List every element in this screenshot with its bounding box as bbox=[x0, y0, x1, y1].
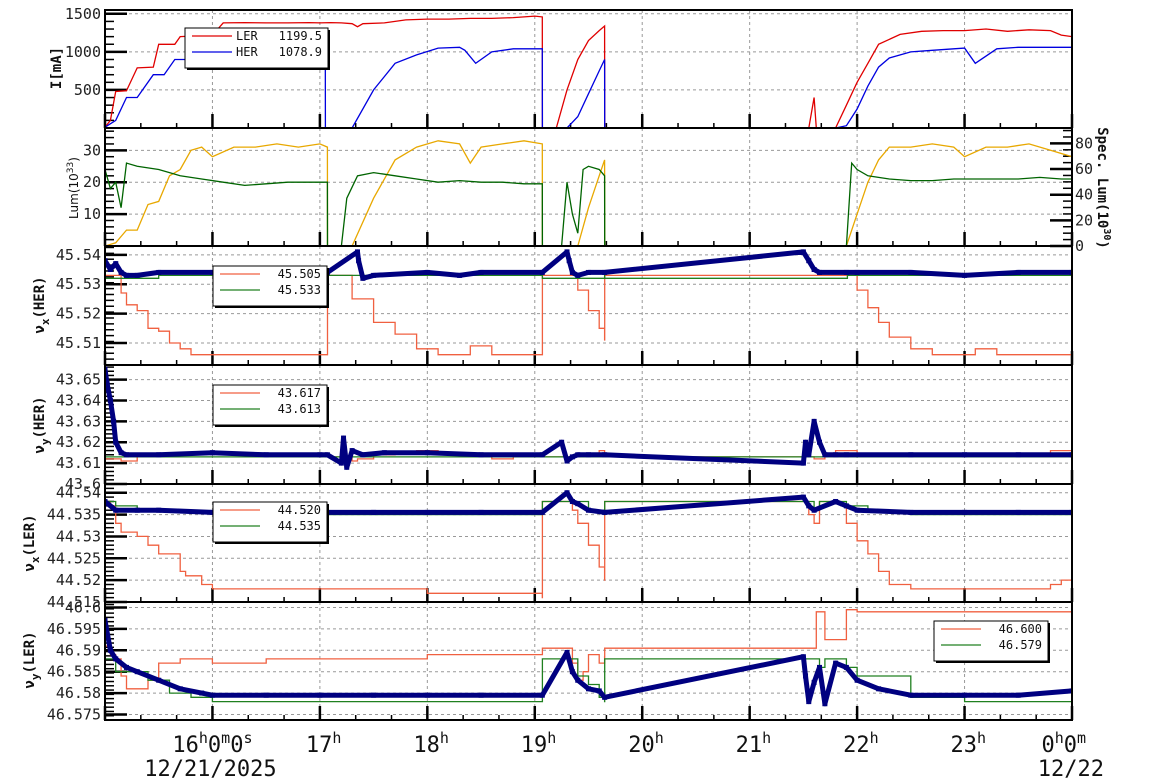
specific-luminosity-ylabel: Spec. Lum(1030) bbox=[1094, 127, 1112, 249]
legend-value: 44.535 bbox=[278, 519, 321, 533]
y-tick-label: 43.62 bbox=[56, 433, 101, 451]
set-line bbox=[105, 500, 1072, 599]
luminosity-ylabel: Lum(1033) bbox=[66, 157, 81, 219]
y-tick-label: 43.63 bbox=[56, 412, 101, 430]
legend-nu_x_HER: 45.505 45.533 bbox=[212, 265, 329, 308]
y-tick-label: 43.61 bbox=[56, 454, 101, 472]
y-tick-label: 500 bbox=[74, 81, 101, 99]
y-tick-label: 20 bbox=[83, 173, 101, 191]
x-tick-label: 20h bbox=[628, 729, 664, 758]
panel-current: 500 1000 1500 LER 1199.5 HER 1078.9 bbox=[65, 5, 1074, 129]
panel-luminosity: 10 20 30 0 20 40 60 80 bbox=[83, 127, 1093, 255]
y-tick-label: 44.515 bbox=[47, 593, 101, 611]
set-line bbox=[105, 607, 1072, 690]
legend-value: 43.613 bbox=[278, 402, 321, 416]
legend-name: HER bbox=[236, 45, 258, 59]
panel-nu_x_HER: 45.51 45.52 45.53 45.54 45.505 45.533 bbox=[56, 245, 1074, 366]
y-tick-label: 46.585 bbox=[47, 663, 101, 681]
right-y-tick-label: 60 bbox=[1075, 160, 1093, 178]
legend-value: 1199.5 bbox=[279, 29, 322, 43]
y-tick-label: 45.52 bbox=[56, 305, 101, 323]
y-tick-label: 45.53 bbox=[56, 275, 101, 293]
legend-nu_y_HER: 43.617 43.613 bbox=[212, 384, 329, 427]
specific-luminosity-line bbox=[105, 161, 1072, 246]
y-tick-label: 46.575 bbox=[47, 705, 101, 723]
y-tick-label: 10 bbox=[83, 205, 101, 223]
set-line bbox=[105, 274, 1072, 356]
y-tick-label: 46.58 bbox=[56, 684, 101, 702]
panel-nu_y_HER: 43.643.6143.6243.6343.6443.6543.61743.61… bbox=[56, 364, 1074, 493]
legend-nu_x_LER: 44.520 44.535 bbox=[212, 501, 329, 544]
nuy-her-ylabel: νy(HER) bbox=[32, 396, 52, 453]
right-y-tick-label: 40 bbox=[1075, 186, 1093, 204]
right-y-tick-label: 20 bbox=[1075, 211, 1093, 229]
y-tick-label: 30 bbox=[83, 141, 101, 159]
nux-ler-ylabel: νx(LER) bbox=[22, 514, 42, 571]
y-tick-label: 43.64 bbox=[56, 391, 101, 409]
ref-line bbox=[105, 274, 1072, 279]
legend-value: 43.617 bbox=[278, 386, 321, 400]
legend-value: 46.600 bbox=[999, 622, 1042, 636]
y-tick-label: 44.54 bbox=[56, 484, 101, 502]
legend-value: 46.579 bbox=[999, 638, 1042, 652]
nuy-ler-ylabel: νy(LER) bbox=[22, 631, 42, 688]
y-tick-label: 46.59 bbox=[56, 641, 101, 659]
y-tick-label: 44.525 bbox=[47, 549, 101, 567]
y-tick-label: 46.6 bbox=[65, 599, 101, 617]
current-ylabel: I[mA] bbox=[49, 47, 65, 89]
x-date-label: 12/21/2025 bbox=[144, 757, 276, 782]
panel-nu_x_LER: 44.51544.5244.52544.5344.53544.5444.5204… bbox=[47, 483, 1074, 611]
legend-name: LER bbox=[236, 29, 258, 43]
ref-line bbox=[105, 658, 1072, 703]
chart-panels: 500 1000 1500 LER 1199.5 HER 1078.9 10 20 30 0 20 40… bbox=[47, 5, 1093, 724]
luminosity-line bbox=[105, 140, 1072, 246]
x-tick-label: 22h bbox=[843, 729, 879, 758]
legend-value: 45.505 bbox=[278, 267, 321, 281]
y-tick-label: 1000 bbox=[65, 43, 101, 61]
y-tick-label: 45.51 bbox=[56, 334, 101, 352]
y-tick-label: 43.6 bbox=[65, 475, 101, 493]
y-tick-label: 44.52 bbox=[56, 571, 101, 589]
y-tick-label: 1500 bbox=[65, 5, 101, 23]
legend-current: LER 1199.5 HER 1078.9 bbox=[184, 27, 330, 70]
nux-her-ylabel: νx(HER) bbox=[32, 276, 52, 333]
y-tick-label: 44.53 bbox=[56, 527, 101, 545]
panel-nu_y_LER: 46.57546.5846.58546.5946.59546.646.60046… bbox=[47, 599, 1074, 723]
y-tick-label: 43.65 bbox=[56, 371, 101, 389]
x-tick-label: 0h0m bbox=[1041, 729, 1086, 758]
y-tick-label: 44.535 bbox=[47, 506, 101, 524]
right-y-tick-label: 0 bbox=[1075, 237, 1084, 255]
right-y-tick-label: 80 bbox=[1075, 134, 1093, 152]
x-tick-label: 17h bbox=[306, 729, 342, 758]
x-date-label: 12/22 bbox=[1038, 757, 1104, 782]
y-tick-label: 46.595 bbox=[47, 620, 101, 638]
x-tick-label: 21h bbox=[736, 729, 772, 758]
y-tick-label: 45.54 bbox=[56, 246, 101, 264]
legend-nu_y_LER: 46.600 46.579 bbox=[933, 620, 1050, 663]
legend-value: 45.533 bbox=[278, 283, 321, 297]
x-tick-label: 23h bbox=[951, 729, 987, 758]
x-tick-label: 18h bbox=[413, 729, 449, 758]
x-tick-label: 19h bbox=[521, 729, 557, 758]
legend-value: 1078.9 bbox=[279, 45, 322, 59]
legend-value: 44.520 bbox=[278, 503, 321, 517]
x-tick-label: 16h0m0s bbox=[172, 729, 252, 758]
